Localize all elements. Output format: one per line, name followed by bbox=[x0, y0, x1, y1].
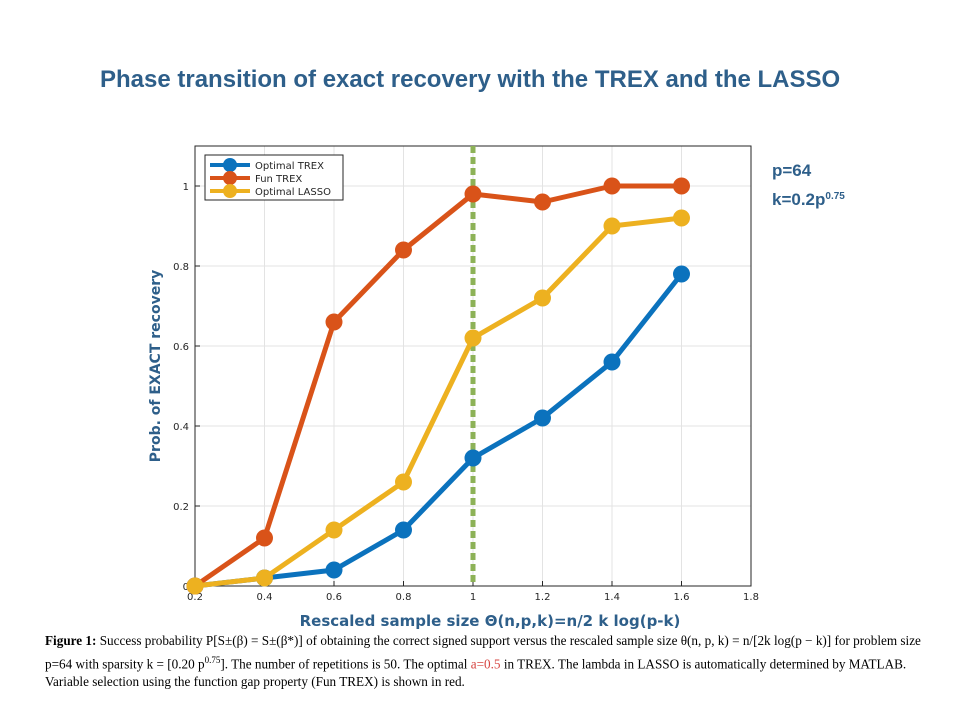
legend-entry: Optimal TREX bbox=[255, 161, 324, 172]
x-tick-label: 0.8 bbox=[396, 592, 412, 603]
y-tick-label: 0.6 bbox=[173, 342, 189, 353]
x-tick-label: 1 bbox=[470, 592, 476, 603]
caption-label: Figure 1: bbox=[45, 633, 97, 648]
x-tick-label: 1.4 bbox=[604, 592, 620, 603]
x-tick-label: 0.6 bbox=[326, 592, 342, 603]
data-point bbox=[603, 353, 621, 371]
legend: Optimal TREX Fun TREX Optimal LASSO bbox=[204, 154, 344, 201]
param-k-exponent: 0.75 bbox=[825, 191, 845, 202]
data-point bbox=[603, 177, 621, 195]
caption-text-1: Success probability P[S±(β) = S±(β*)] of… bbox=[45, 633, 921, 671]
x-tick-label: 1.2 bbox=[535, 592, 551, 603]
data-point bbox=[534, 289, 551, 307]
parameter-annotation: p=64 k=0.2p0.75 bbox=[772, 158, 845, 213]
data-point bbox=[395, 521, 412, 539]
data-point bbox=[534, 193, 551, 211]
data-point bbox=[603, 217, 621, 235]
data-point bbox=[325, 561, 343, 579]
series-line-2 bbox=[194, 215, 682, 589]
y-tick-label: 0 bbox=[183, 582, 189, 593]
data-point bbox=[256, 529, 273, 547]
data-point bbox=[464, 449, 482, 467]
y-tick-label: 0.8 bbox=[173, 262, 189, 273]
data-point bbox=[395, 241, 412, 259]
figure-caption: Figure 1: Success probability P[S±(β) = … bbox=[45, 632, 935, 692]
legend-swatch-marker bbox=[223, 184, 237, 198]
x-tick-label: 0.2 bbox=[187, 592, 203, 603]
series-line-0 bbox=[194, 272, 684, 589]
legend-swatch-marker bbox=[223, 158, 237, 172]
axis-ticks: 0.2 0.4 0.6 0.8 1 1.2 1.4 1.6 1.800.20.40.60.81 bbox=[173, 182, 759, 603]
y-axis-label: Prob. of EXACT recovery bbox=[148, 270, 164, 462]
legend-entry: Optimal LASSO bbox=[255, 187, 331, 198]
data-point bbox=[673, 265, 690, 283]
data-point bbox=[325, 521, 343, 539]
caption-text-2: ]. The number of repetitions is 50. The … bbox=[220, 655, 471, 671]
data-point bbox=[186, 577, 204, 595]
legend-swatch-marker bbox=[223, 171, 237, 185]
caption-exponent: 0.75 bbox=[204, 654, 221, 665]
param-k-base: k=0.2p bbox=[772, 190, 826, 209]
data-point bbox=[673, 209, 690, 227]
y-tick-label: 0.4 bbox=[173, 422, 189, 433]
series-line-1 bbox=[193, 183, 682, 589]
data-point bbox=[325, 313, 343, 331]
caption-text-3: in TREX. The lambda in LASSO is automati… bbox=[45, 655, 907, 690]
x-tick-label: 0.4 bbox=[257, 592, 273, 603]
caption-highlight: a=0.5 bbox=[470, 655, 501, 671]
data-point bbox=[256, 569, 273, 587]
x-tick-label: 1.8 bbox=[743, 592, 759, 603]
x-tick-label: 1.6 bbox=[674, 592, 690, 603]
y-tick-label: 1 bbox=[183, 182, 189, 193]
y-tick-label: 0.2 bbox=[173, 502, 189, 513]
series-group bbox=[186, 177, 690, 595]
data-point bbox=[464, 329, 482, 347]
data-point bbox=[464, 185, 482, 203]
data-point bbox=[534, 409, 551, 427]
data-point bbox=[673, 177, 690, 195]
param-p: p=64 bbox=[772, 161, 812, 180]
legend-entry: Fun TREX bbox=[255, 174, 302, 185]
data-point bbox=[395, 473, 412, 491]
x-axis-label: Rescaled sample size Θ(n,p,k)=n/2 k log(… bbox=[300, 612, 681, 630]
param-k: k=0.2p0.75 bbox=[772, 184, 845, 213]
slide-title: Phase transition of exact recovery with … bbox=[100, 66, 841, 93]
